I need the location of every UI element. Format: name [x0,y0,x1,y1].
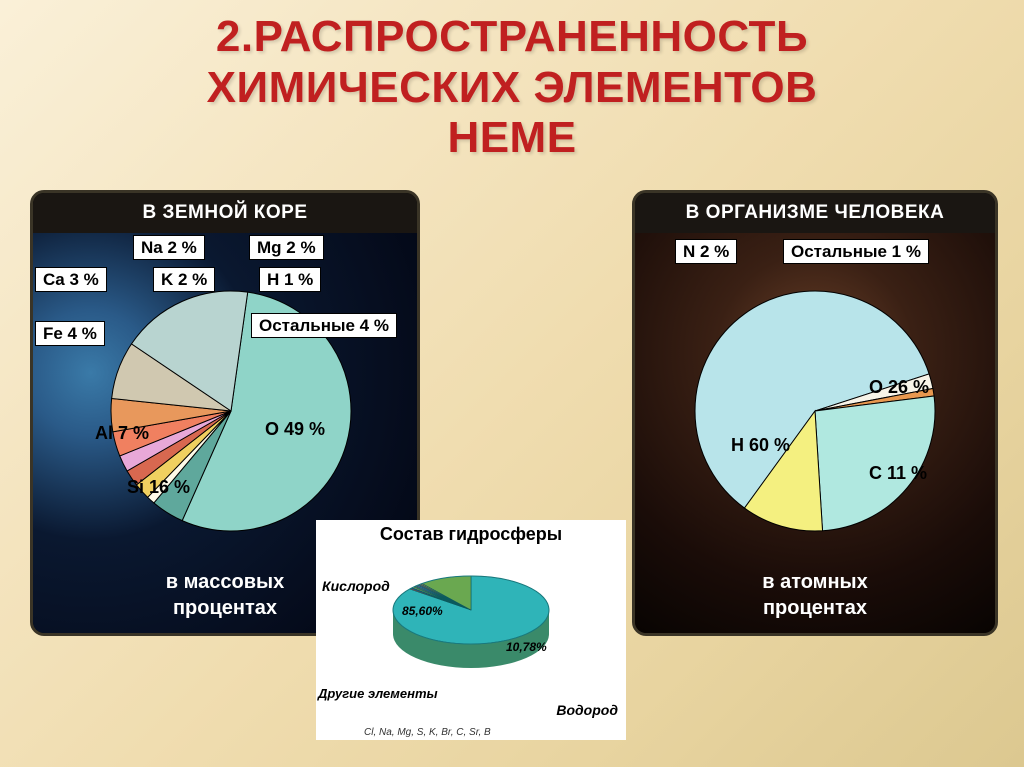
crust-footer-l1: в массовых [166,571,284,593]
crust-tag-H: H 1 % [259,267,321,292]
hydro-pct-H: 10,78% [506,640,547,654]
panel-hydrosphere: Состав гидросферы Кислород 85,60% 10,78%… [316,520,626,740]
hydro-label-oxygen: Кислород [322,578,390,594]
human-inlabel-C: C 11 % [869,463,927,484]
hydro-label-hydrogen: Водород [556,702,618,718]
crust-tag-Na: Na 2 % [133,235,205,260]
human-tag-rest: Остальные 1 % [783,239,929,264]
crust-inlabel-O: O 49 % [265,419,325,440]
human-tag-N: N 2 % [675,239,737,264]
hydro-pie-chart [391,560,571,680]
crust-tag-Ca: Ca 3 % [35,267,107,292]
crust-tag-K: K 2 % [153,267,215,292]
crust-tag-Fe: Fe 4 % [35,321,105,346]
human-inlabel-O: O 26 % [869,377,929,398]
title-line-1: 2.РАСПРОСТРАНЕННОСТЬ [216,12,808,61]
crust-tag-rest: Остальные 4 % [251,313,397,338]
human-footer-l2: процентах [763,597,867,619]
human-footer-l1: в атомных [762,571,868,593]
human-body: N 2 % Остальные 1 % H 60 % O 26 % C 11 % в … [635,233,995,633]
hydro-footer-elements: Cl, Na, Mg, S, K, Br, C, Sr, B [364,727,491,738]
title-line-3: НЕМЕ [447,113,576,162]
hydro-title: Состав гидросферы [316,524,626,545]
human-pie-chart [635,233,995,593]
human-header: В ОРГАНИЗМЕ ЧЕЛОВЕКА [635,193,995,233]
human-footer: в атомных процентах [635,569,995,621]
human-inlabel-H: H 60 % [731,435,790,456]
hydro-label-other: Другие элементы [318,686,438,701]
crust-inlabel-Si: Si 16 % [127,477,190,498]
slide-title: 2.РАСПРОСТРАНЕННОСТЬ ХИМИЧЕСКИХ ЭЛЕМЕНТО… [0,12,1024,164]
slide-background: 2.РАСПРОСТРАНЕННОСТЬ ХИМИЧЕСКИХ ЭЛЕМЕНТО… [0,0,1024,767]
crust-inlabel-Al: Al 7 % [95,423,149,444]
crust-tag-Mg: Mg 2 % [249,235,324,260]
hydro-pct-O: 85,60% [402,604,443,618]
crust-header: В ЗЕМНОЙ КОРЕ [33,193,417,233]
title-line-2: ХИМИЧЕСКИХ ЭЛЕМЕНТОВ [207,63,818,112]
crust-footer-l2: процентах [173,597,277,619]
panel-human-body: В ОРГАНИЗМЕ ЧЕЛОВЕКА N 2 % Остальные 1 % … [632,190,998,636]
